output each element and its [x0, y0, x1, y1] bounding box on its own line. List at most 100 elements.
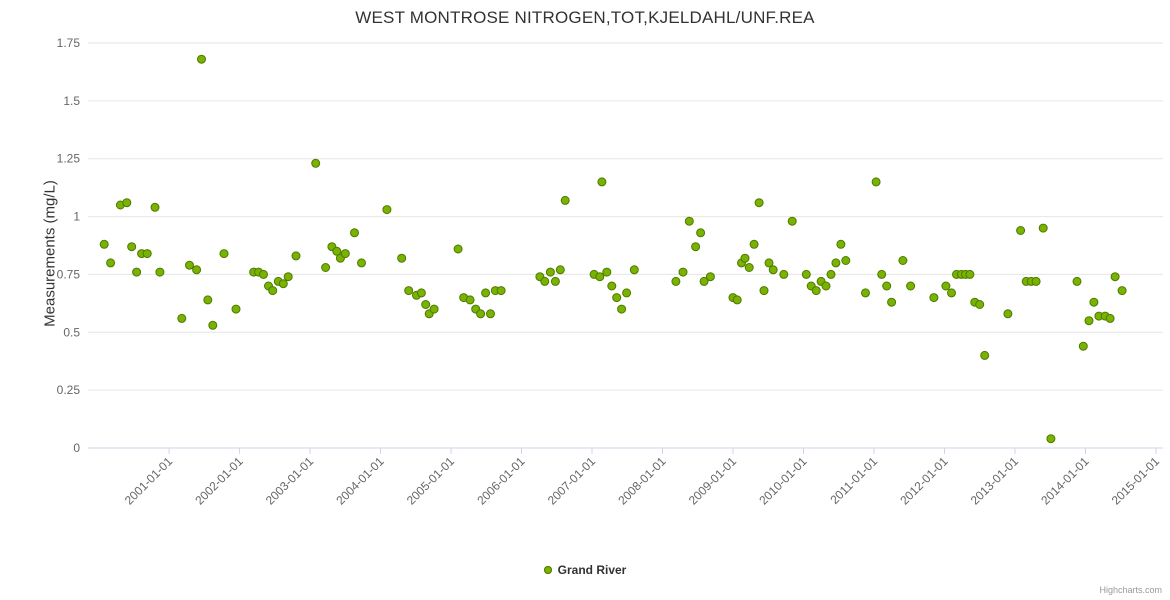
data-point[interactable]	[947, 288, 956, 298]
data-point[interactable]	[861, 288, 870, 298]
data-point[interactable]	[749, 239, 759, 249]
data-point[interactable]	[617, 304, 627, 314]
data-point[interactable]	[453, 244, 463, 254]
data-point[interactable]	[1031, 276, 1041, 286]
data-point[interactable]	[877, 269, 887, 279]
data-point[interactable]	[705, 272, 715, 282]
data-point[interactable]	[836, 239, 846, 249]
data-point[interactable]	[321, 263, 331, 272]
data-point[interactable]	[1038, 223, 1048, 233]
data-point[interactable]	[684, 216, 694, 226]
data-point[interactable]	[1078, 341, 1088, 351]
data-point[interactable]	[1105, 313, 1115, 323]
data-point[interactable]	[754, 198, 764, 208]
data-point[interactable]	[560, 195, 570, 205]
data-point[interactable]	[602, 267, 612, 277]
data-point[interactable]	[975, 300, 985, 309]
data-point[interactable]	[831, 258, 841, 268]
data-point[interactable]	[691, 242, 701, 252]
data-point[interactable]	[465, 295, 475, 305]
data-point[interactable]	[132, 267, 142, 277]
data-point[interactable]	[481, 288, 491, 298]
data-point[interactable]	[1117, 286, 1127, 296]
data-point[interactable]	[99, 239, 109, 249]
data-point[interactable]	[397, 253, 407, 263]
data-point[interactable]	[404, 286, 414, 296]
data-point[interactable]	[496, 286, 506, 296]
data-point[interactable]	[671, 276, 681, 286]
data-point[interactable]	[278, 279, 288, 289]
data-point[interactable]	[155, 267, 165, 277]
data-point[interactable]	[764, 258, 774, 268]
data-point[interactable]	[476, 309, 486, 319]
data-point[interactable]	[421, 300, 431, 309]
legend-item-grand-river[interactable]: Grand River	[543, 563, 626, 577]
data-point[interactable]	[1084, 316, 1094, 326]
data-point[interactable]	[150, 202, 160, 212]
data-point[interactable]	[208, 320, 218, 330]
data-point[interactable]	[887, 297, 897, 307]
data-point[interactable]	[127, 242, 137, 252]
data-point[interactable]	[595, 272, 605, 282]
data-point[interactable]	[106, 258, 116, 268]
data-point[interactable]	[801, 269, 811, 279]
data-point[interactable]	[811, 286, 821, 296]
data-point[interactable]	[744, 263, 754, 272]
data-point[interactable]	[941, 281, 951, 291]
data-point[interactable]	[192, 265, 202, 275]
data-point[interactable]	[555, 265, 565, 275]
data-point[interactable]	[259, 269, 268, 279]
data-point[interactable]	[821, 281, 831, 291]
data-point[interactable]	[332, 246, 342, 256]
data-point[interactable]	[357, 258, 366, 268]
data-point[interactable]	[612, 293, 622, 303]
data-point[interactable]	[540, 276, 550, 286]
data-point[interactable]	[311, 158, 321, 168]
data-point[interactable]	[382, 205, 392, 215]
data-point[interactable]	[779, 269, 789, 279]
data-point[interactable]	[882, 281, 892, 291]
data-point[interactable]	[283, 272, 293, 282]
data-point[interactable]	[732, 295, 742, 305]
data-point[interactable]	[740, 253, 750, 263]
data-point[interactable]	[177, 313, 187, 323]
data-point[interactable]	[841, 256, 851, 265]
data-point[interactable]	[1110, 272, 1120, 282]
data-point[interactable]	[759, 286, 769, 296]
data-point[interactable]	[545, 267, 555, 277]
data-point[interactable]	[340, 249, 350, 259]
data-point[interactable]	[268, 286, 278, 296]
data-point[interactable]	[965, 269, 975, 279]
data-point[interactable]	[1016, 226, 1026, 235]
data-point[interactable]	[550, 276, 560, 286]
data-point[interactable]	[696, 228, 706, 238]
data-point[interactable]	[929, 293, 939, 303]
data-point[interactable]	[826, 269, 836, 279]
data-point[interactable]	[629, 265, 639, 275]
data-point[interactable]	[416, 288, 426, 298]
data-point[interactable]	[203, 295, 213, 305]
data-point[interactable]	[185, 260, 194, 270]
data-point[interactable]	[906, 281, 916, 291]
data-point[interactable]	[597, 177, 607, 187]
data-point[interactable]	[122, 198, 132, 208]
data-point[interactable]	[219, 249, 229, 259]
data-point[interactable]	[429, 304, 439, 314]
data-point[interactable]	[699, 276, 709, 286]
highcharts-credits-link[interactable]: Highcharts.com	[1099, 585, 1162, 595]
data-point[interactable]	[291, 251, 301, 261]
data-point[interactable]	[1046, 434, 1056, 444]
data-point[interactable]	[1072, 276, 1082, 286]
data-point[interactable]	[898, 256, 908, 265]
data-point[interactable]	[231, 304, 241, 314]
data-point[interactable]	[197, 54, 206, 64]
data-point[interactable]	[607, 281, 617, 291]
data-point[interactable]	[678, 267, 688, 277]
data-point[interactable]	[350, 228, 359, 238]
data-point[interactable]	[871, 177, 881, 187]
data-point[interactable]	[1089, 297, 1099, 307]
data-point[interactable]	[980, 350, 990, 360]
data-point[interactable]	[486, 309, 495, 319]
data-point[interactable]	[142, 249, 152, 259]
